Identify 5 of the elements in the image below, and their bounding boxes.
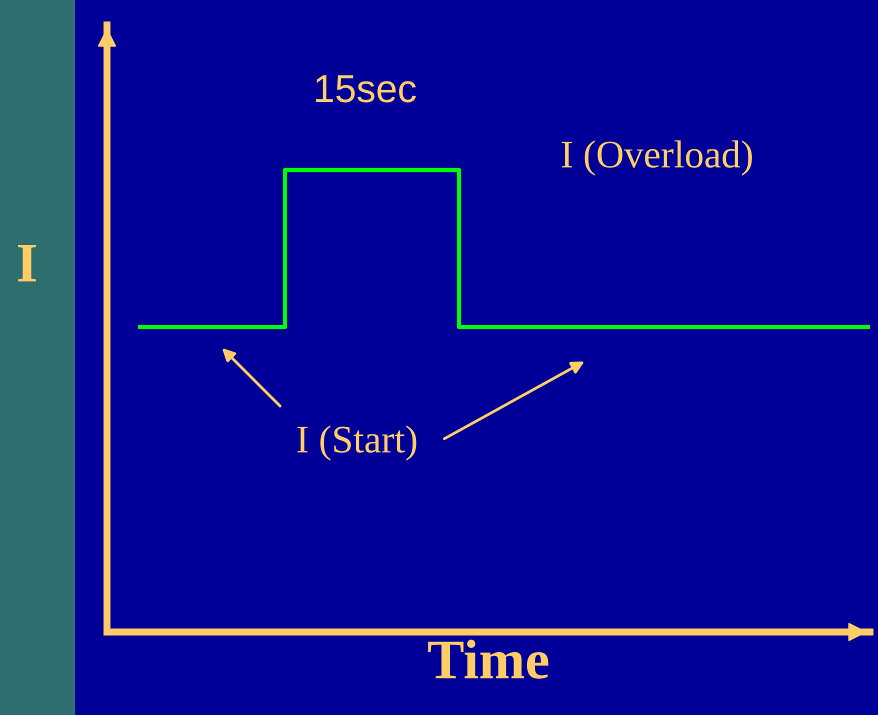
annotation: I (Start)	[297, 425, 416, 461]
annotation: I (Overload)	[562, 140, 752, 176]
y-axis-title: I	[18, 244, 36, 282]
x-axis-title: Time	[428, 640, 548, 679]
text: 15sec	[316, 75, 416, 102]
